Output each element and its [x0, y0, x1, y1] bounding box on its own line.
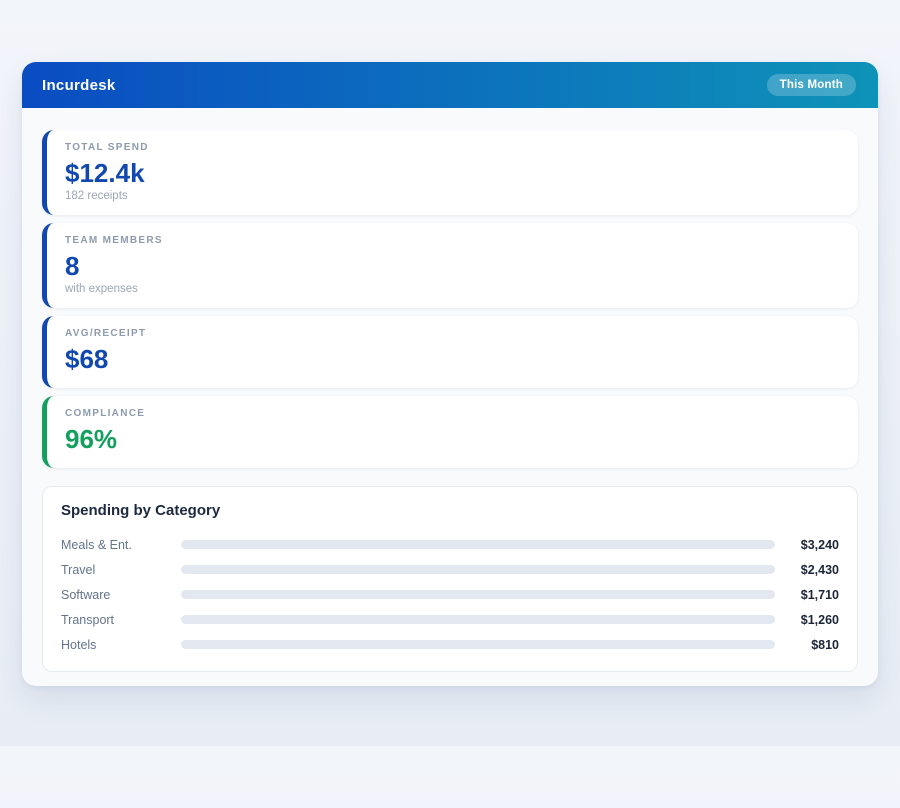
stat-label: TEAM MEMBERS: [65, 235, 840, 247]
category-label: Hotels: [61, 638, 181, 652]
category-label: Software: [61, 588, 181, 602]
app-header: Incurdesk This Month: [22, 62, 878, 108]
bar-track: [181, 590, 775, 599]
stat-value: 8: [65, 251, 840, 281]
chart-row: Hotels $810: [61, 632, 839, 657]
category-label: Transport: [61, 613, 181, 627]
chart-row: Meals & Ent. $3,240: [61, 532, 839, 557]
bar-track: [181, 615, 775, 624]
stat-value: $12.4k: [65, 158, 840, 188]
stat-label: COMPLIANCE: [65, 408, 840, 420]
dashboard-panel: Incurdesk This Month TOTAL SPEND $12.4k …: [22, 62, 878, 686]
chart-row: Software $1,710: [61, 582, 839, 607]
bar-track: [181, 540, 775, 549]
stat-value: $68: [65, 344, 840, 374]
period-badge[interactable]: This Month: [767, 74, 856, 96]
chart-row: Travel $2,430: [61, 557, 839, 582]
category-value: $810: [775, 638, 839, 652]
app-title: Incurdesk: [42, 77, 116, 94]
stat-card: AVG/RECEIPT $68: [42, 316, 858, 388]
category-label: Meals & Ent.: [61, 538, 181, 552]
stat-label: AVG/RECEIPT: [65, 328, 840, 340]
category-value: $3,240: [775, 538, 839, 552]
dashboard-content: TOTAL SPEND $12.4k 182 receipts TEAM MEM…: [22, 108, 878, 686]
bar-track: [181, 565, 775, 574]
stat-value: 96%: [65, 424, 840, 454]
bar-track: [181, 640, 775, 649]
stat-subtext: with expenses: [65, 283, 840, 296]
category-value: $1,710: [775, 588, 839, 602]
category-value: $1,260: [775, 613, 839, 627]
stat-card: TEAM MEMBERS 8 with expenses: [42, 223, 858, 308]
stat-card: TOTAL SPEND $12.4k 182 receipts: [42, 130, 858, 215]
stat-label: TOTAL SPEND: [65, 142, 840, 154]
spending-chart-card: Spending by Category Meals & Ent. $3,240…: [42, 486, 858, 672]
stat-card: COMPLIANCE 96%: [42, 396, 858, 468]
chart-title: Spending by Category: [61, 501, 839, 520]
stat-subtext: 182 receipts: [65, 190, 840, 203]
chart-row: Transport $1,260: [61, 607, 839, 632]
category-label: Travel: [61, 563, 181, 577]
category-value: $2,430: [775, 563, 839, 577]
